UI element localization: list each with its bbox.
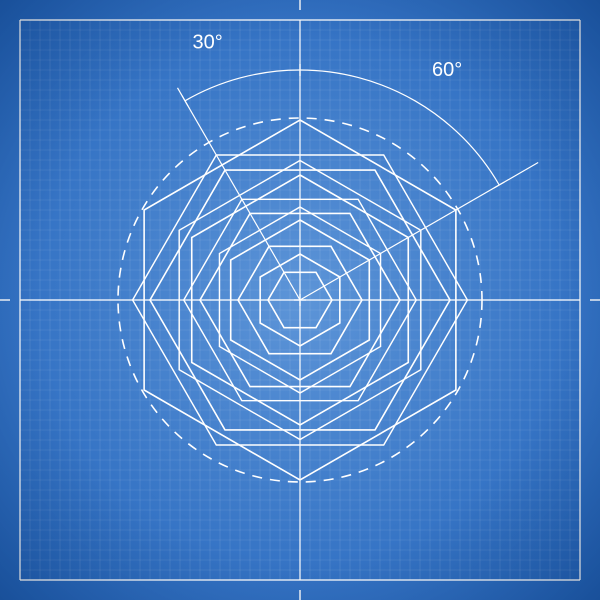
angle-label: 30° xyxy=(193,32,223,54)
blueprint-canvas: 30° 60° xyxy=(0,0,600,600)
angle-label: 60° xyxy=(432,59,462,81)
blueprint-svg: 30° 60° xyxy=(0,0,600,600)
